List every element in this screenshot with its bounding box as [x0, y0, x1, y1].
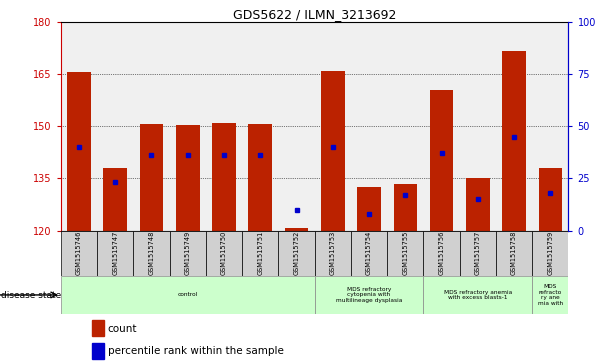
Text: GSM1515747: GSM1515747	[112, 231, 118, 276]
Bar	[532, 231, 568, 276]
Title: GDS5622 / ILMN_3213692: GDS5622 / ILMN_3213692	[233, 8, 396, 21]
Text: GSM1515754: GSM1515754	[366, 231, 372, 276]
Bar	[249, 125, 272, 231]
Bar	[278, 231, 315, 276]
Bar	[242, 231, 278, 276]
Bar	[393, 184, 417, 231]
Bar	[103, 168, 127, 231]
Bar	[170, 231, 206, 276]
Bar	[539, 168, 562, 231]
Bar	[423, 231, 460, 276]
Text: percentile rank within the sample: percentile rank within the sample	[108, 346, 283, 356]
Bar	[496, 231, 532, 276]
Bar	[285, 228, 308, 231]
Bar	[466, 178, 489, 231]
Text: GSM1515749: GSM1515749	[185, 231, 191, 275]
Bar	[92, 343, 105, 359]
Bar	[321, 71, 345, 231]
Bar	[532, 276, 568, 314]
Text: GSM1515756: GSM1515756	[438, 231, 444, 276]
Bar	[61, 231, 97, 276]
Bar	[92, 321, 105, 336]
Bar	[97, 231, 133, 276]
Text: GSM1515746: GSM1515746	[76, 231, 82, 276]
Text: MDS refractory anemia
with excess blasts-1: MDS refractory anemia with excess blasts…	[444, 290, 512, 300]
Text: MDS
refracto
ry ane
mia with: MDS refracto ry ane mia with	[538, 284, 563, 306]
Text: GSM1515751: GSM1515751	[257, 231, 263, 275]
Bar	[315, 276, 423, 314]
Bar	[315, 231, 351, 276]
Bar	[176, 126, 199, 231]
Text: GSM1515759: GSM1515759	[547, 231, 553, 275]
Bar	[61, 276, 315, 314]
Bar	[430, 90, 454, 231]
Text: GSM1515758: GSM1515758	[511, 231, 517, 276]
Text: GSM1515748: GSM1515748	[148, 231, 154, 276]
Text: GSM1515752: GSM1515752	[294, 231, 300, 276]
Text: control: control	[178, 293, 198, 297]
Text: GSM1515757: GSM1515757	[475, 231, 481, 276]
Bar	[133, 231, 170, 276]
Bar	[423, 276, 532, 314]
Text: count: count	[108, 324, 137, 334]
Text: MDS refractory
cytopenia with
multilineage dysplasia: MDS refractory cytopenia with multilinea…	[336, 287, 402, 303]
Text: GSM1515750: GSM1515750	[221, 231, 227, 276]
Text: GSM1515753: GSM1515753	[330, 231, 336, 275]
Text: GSM1515755: GSM1515755	[402, 231, 409, 276]
Bar	[351, 231, 387, 276]
Bar	[387, 231, 423, 276]
Bar	[212, 123, 236, 231]
Bar	[460, 231, 496, 276]
Text: disease state: disease state	[1, 291, 61, 300]
Bar	[358, 187, 381, 231]
Bar	[140, 125, 163, 231]
Bar	[67, 72, 91, 231]
Bar	[206, 231, 242, 276]
Bar	[502, 51, 526, 231]
